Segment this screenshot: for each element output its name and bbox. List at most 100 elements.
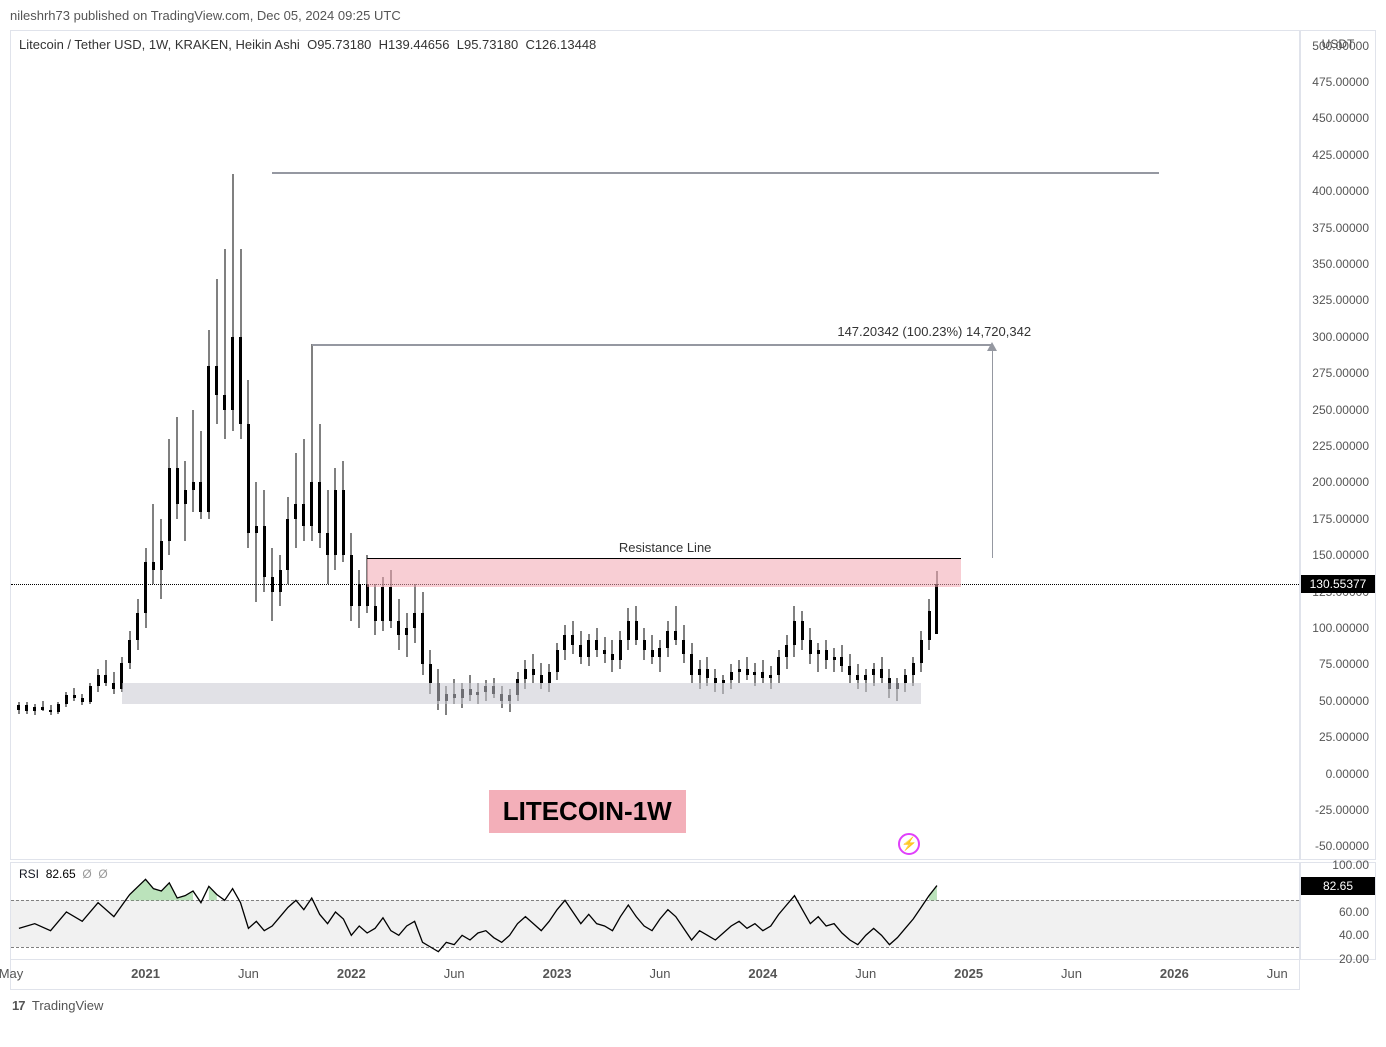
price-tick: 350.00000 [1312, 257, 1369, 271]
rsi-tick: 20.00 [1339, 952, 1369, 966]
time-tick: 2021 [131, 966, 160, 981]
candle [785, 635, 788, 668]
candle [682, 625, 685, 663]
rsi-tick: 40.00 [1339, 928, 1369, 942]
candle [73, 688, 76, 701]
candle [556, 643, 559, 681]
price-tick: 400.00000 [1312, 184, 1369, 198]
time-tick: 2025 [954, 966, 983, 981]
candle [777, 650, 780, 683]
candle [825, 640, 828, 669]
rsi-line [11, 863, 1301, 961]
time-tick: Jun [238, 966, 259, 981]
candle [33, 704, 36, 716]
time-tick: 2022 [337, 966, 366, 981]
footer-brand: TradingView [32, 998, 104, 1013]
candle [41, 701, 44, 711]
candle [160, 519, 163, 599]
candle [247, 380, 250, 547]
candle [563, 625, 566, 660]
candle [302, 439, 305, 541]
ohlc-o: O95.73180 [307, 37, 371, 52]
candle [49, 705, 52, 715]
candle [421, 592, 424, 675]
candle [603, 637, 606, 663]
price-tick: 250.00000 [1312, 403, 1369, 417]
candle [413, 584, 416, 642]
price-tick: 0.00000 [1326, 767, 1369, 781]
candle [279, 555, 282, 606]
price-tick: 500.00000 [1312, 39, 1369, 53]
price-tick: 325.00000 [1312, 293, 1369, 307]
price-tick: 50.00000 [1319, 694, 1369, 708]
candle [571, 621, 574, 654]
candle [928, 599, 931, 650]
candle [840, 645, 843, 671]
candle [104, 660, 107, 686]
price-tick: 300.00000 [1312, 330, 1369, 344]
tradingview-logo-icon: 17 [12, 998, 24, 1013]
price-tick: -50.00000 [1315, 839, 1369, 853]
candle [310, 344, 313, 541]
candle [184, 461, 187, 541]
candle [809, 628, 812, 664]
price-axis[interactable]: USDT 500.00000475.00000450.00000425.0000… [1300, 30, 1376, 860]
price-tick: 375.00000 [1312, 221, 1369, 235]
price-tick: 450.00000 [1312, 111, 1369, 125]
candle [627, 608, 630, 650]
candle [746, 657, 749, 680]
candle [65, 692, 68, 707]
candle [57, 702, 60, 714]
level-line-413 [272, 172, 1158, 174]
time-tick: Jun [444, 966, 465, 981]
support-zone [122, 683, 921, 703]
chart-big-label: LITECOIN-1W [489, 790, 686, 833]
price-tick: 75.00000 [1319, 657, 1369, 671]
candle [342, 461, 345, 563]
candle [81, 694, 84, 706]
price-tick: 225.00000 [1312, 439, 1369, 453]
candle [199, 431, 202, 518]
price-tick: 100.00000 [1312, 621, 1369, 635]
candle [286, 497, 289, 584]
candle [579, 631, 582, 664]
candle [192, 410, 195, 512]
target-label: 147.20342 (100.23%) 14,720,342 [837, 324, 1031, 339]
candle [25, 702, 28, 714]
candle [912, 657, 915, 686]
candle [635, 606, 638, 645]
footer: 17 TradingView [12, 998, 103, 1013]
rsi-axis[interactable]: 100.0080.0060.0040.0020.0082.65 [1300, 862, 1376, 960]
candle [231, 174, 234, 432]
candle [168, 439, 171, 555]
candle [17, 702, 20, 714]
candle [294, 453, 297, 548]
candle [326, 490, 329, 585]
price-tick: 475.00000 [1312, 75, 1369, 89]
current-price-tag: 130.55377 [1301, 575, 1375, 593]
candle [358, 570, 361, 628]
rsi-tick: 100.00 [1332, 858, 1369, 872]
candle [532, 654, 535, 683]
candle [263, 490, 266, 592]
price-tick: 200.00000 [1312, 475, 1369, 489]
candle [611, 640, 614, 672]
rsi-pane[interactable]: RSI 82.65 Ø Ø [10, 862, 1300, 960]
time-axis[interactable]: May2021Jun2022Jun2023Jun2024Jun2025Jun20… [10, 960, 1300, 990]
main-chart[interactable]: Litecoin / Tether USD, 1W, KRAKEN, Heiki… [10, 30, 1300, 860]
candle [374, 584, 377, 635]
time-tick: Jun [649, 966, 670, 981]
rsi-value-tag: 82.65 [1301, 877, 1375, 895]
ohlc-c: C126.13448 [525, 37, 596, 52]
ohlc-h: H139.44656 [379, 37, 450, 52]
candle [144, 548, 147, 628]
candle [89, 683, 92, 703]
candle [848, 654, 851, 683]
candle [223, 249, 226, 438]
candle [674, 606, 677, 645]
candle [643, 628, 646, 660]
publish-header: nileshrh73 published on TradingView.com,… [10, 8, 401, 23]
candle [801, 611, 804, 650]
candle [334, 468, 337, 570]
candle [690, 643, 693, 684]
